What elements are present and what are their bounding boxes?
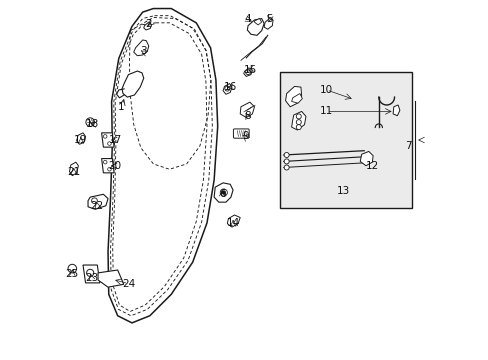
Text: 3: 3 — [140, 46, 147, 57]
Polygon shape — [392, 105, 399, 116]
Text: 23: 23 — [85, 273, 98, 283]
Circle shape — [296, 120, 301, 125]
Circle shape — [296, 114, 301, 119]
Polygon shape — [122, 71, 143, 97]
Text: 18: 18 — [86, 118, 99, 129]
Text: 22: 22 — [90, 201, 104, 211]
Text: 4: 4 — [244, 14, 250, 23]
Circle shape — [86, 269, 94, 276]
Polygon shape — [108, 9, 217, 323]
Circle shape — [103, 160, 107, 164]
Polygon shape — [254, 18, 261, 25]
Text: 17: 17 — [108, 135, 122, 145]
Polygon shape — [88, 194, 108, 209]
Text: 15: 15 — [243, 65, 256, 75]
Polygon shape — [214, 183, 233, 202]
Polygon shape — [102, 133, 114, 147]
Text: 5: 5 — [265, 14, 272, 23]
Text: 13: 13 — [337, 186, 350, 196]
Polygon shape — [360, 152, 372, 166]
Circle shape — [245, 69, 250, 75]
Text: 12: 12 — [365, 161, 378, 171]
Bar — [280, 72, 411, 208]
Polygon shape — [77, 133, 85, 144]
Polygon shape — [143, 22, 151, 30]
Text: 25: 25 — [65, 269, 79, 279]
Text: 11: 11 — [319, 107, 333, 116]
Text: 16: 16 — [224, 82, 237, 92]
Polygon shape — [240, 102, 254, 117]
Circle shape — [224, 86, 229, 91]
Text: 6: 6 — [219, 189, 225, 199]
Circle shape — [222, 191, 225, 194]
Circle shape — [284, 153, 288, 157]
Circle shape — [284, 165, 288, 170]
Text: 8: 8 — [244, 111, 250, 121]
Circle shape — [107, 142, 111, 145]
Polygon shape — [134, 40, 148, 56]
Text: 10: 10 — [320, 85, 332, 95]
Polygon shape — [83, 265, 100, 283]
Text: 24: 24 — [122, 279, 135, 289]
Circle shape — [103, 135, 107, 138]
Text: 9: 9 — [242, 131, 248, 141]
FancyBboxPatch shape — [233, 129, 248, 138]
Polygon shape — [244, 68, 252, 76]
Text: 2: 2 — [145, 18, 152, 28]
Text: 21: 21 — [67, 167, 80, 177]
Circle shape — [284, 159, 288, 164]
Circle shape — [220, 189, 227, 196]
Text: 7: 7 — [405, 141, 411, 151]
Circle shape — [91, 198, 97, 203]
Circle shape — [107, 167, 111, 171]
Text: 19: 19 — [74, 135, 87, 145]
Polygon shape — [285, 86, 301, 107]
Text: 14: 14 — [226, 218, 239, 228]
Circle shape — [296, 125, 301, 130]
Polygon shape — [69, 162, 78, 176]
Polygon shape — [227, 215, 240, 227]
Text: 1: 1 — [118, 102, 124, 112]
Polygon shape — [223, 84, 231, 94]
Polygon shape — [102, 158, 114, 173]
Text: 20: 20 — [108, 161, 122, 171]
Polygon shape — [291, 111, 305, 130]
Polygon shape — [247, 18, 264, 35]
Polygon shape — [98, 270, 123, 287]
Polygon shape — [291, 94, 302, 103]
Polygon shape — [264, 18, 272, 29]
Circle shape — [68, 264, 77, 273]
Circle shape — [86, 118, 94, 126]
